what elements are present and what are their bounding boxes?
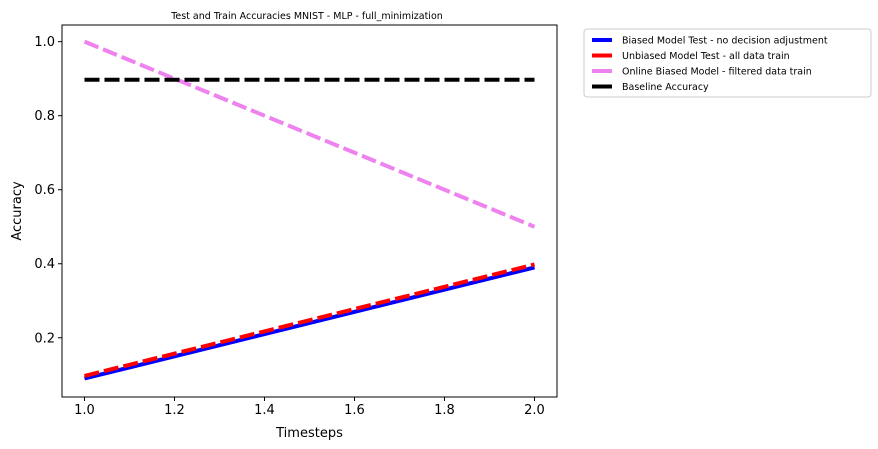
series-line-1 [84, 265, 535, 381]
y-tick-label: 0.4 [34, 257, 55, 272]
x-tick-label: 1.8 [434, 403, 455, 418]
y-tick-label: 0.8 [34, 109, 55, 124]
series-line-2 [84, 262, 535, 378]
chart-title: Test and Train Accuracies MNIST - MLP - … [170, 11, 443, 22]
y-axis-label: Accuracy [10, 181, 25, 241]
x-tick-label: 1.4 [254, 403, 275, 418]
x-tick-label: 1.0 [74, 403, 95, 418]
plot-frame [61, 24, 558, 398]
legend: Biased Model Test - no decision adjustme… [583, 28, 872, 98]
y-tick-label: 1.0 [34, 35, 55, 50]
legend-label: Online Biased Model - filtered data trai… [622, 67, 812, 78]
x-tick-label: 1.2 [164, 403, 185, 418]
y-axis: 0.2 0.4 0.6 0.8 1.0 [34, 35, 62, 346]
plot-area [83, 39, 536, 381]
x-tick-label: 2.0 [524, 403, 545, 418]
y-tick-label: 0.2 [34, 331, 55, 346]
legend-label: Unbiased Model Test - all data train [622, 51, 790, 62]
x-axis-label: Timesteps [275, 426, 343, 441]
x-axis: 1.0 1.2 1.4 1.6 1.8 2.0 [74, 397, 545, 418]
legend-frame [583, 28, 872, 98]
legend-label: Biased Model Test - no decision adjustme… [622, 36, 828, 47]
legend-label: Baseline Accuracy [622, 82, 709, 93]
series-line-3 [83, 39, 536, 229]
x-tick-label: 1.6 [344, 403, 365, 418]
y-tick-label: 0.6 [34, 183, 55, 198]
